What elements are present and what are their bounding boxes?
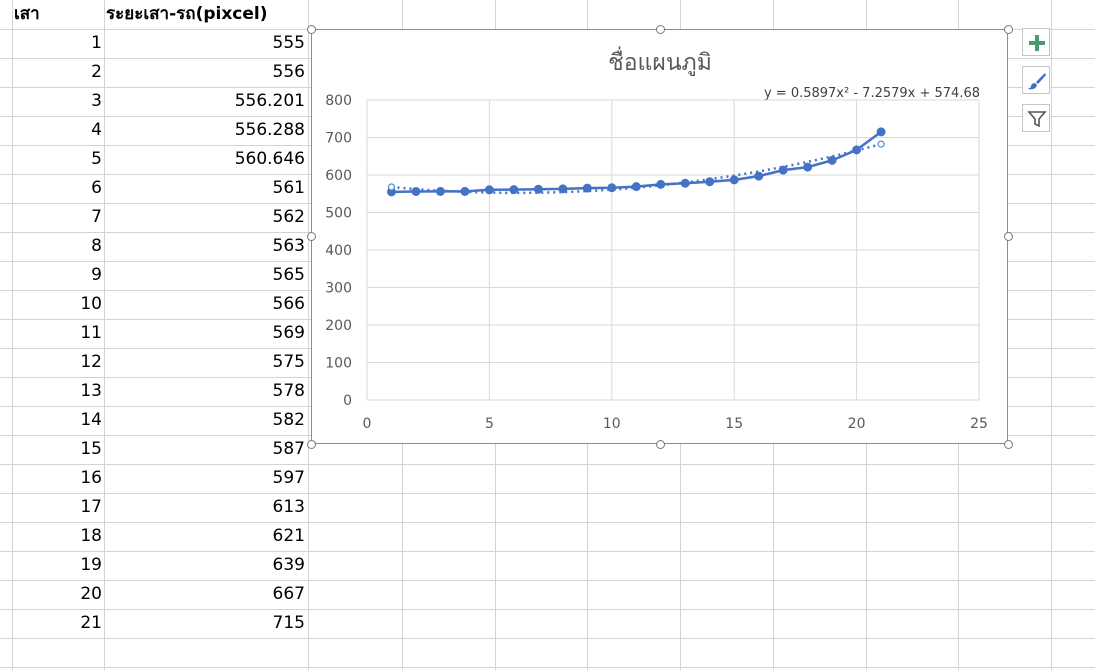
- cell-b[interactable]: 575: [272, 352, 305, 372]
- cell-a[interactable]: 15: [80, 439, 102, 459]
- data-point[interactable]: [827, 155, 837, 165]
- cell-a[interactable]: 2: [91, 62, 102, 82]
- data-point[interactable]: [729, 175, 739, 185]
- data-point[interactable]: [607, 183, 617, 193]
- data-point[interactable]: [411, 187, 421, 196]
- cell-b[interactable]: 569: [272, 323, 305, 343]
- data-point[interactable]: [533, 184, 543, 194]
- cell-a[interactable]: 20: [80, 584, 102, 604]
- x-tick-label: 10: [603, 416, 621, 432]
- trendline-end-marker[interactable]: [877, 140, 885, 148]
- filter-icon: [1027, 111, 1047, 128]
- data-point[interactable]: [680, 178, 690, 188]
- cell-a[interactable]: 6: [91, 178, 102, 198]
- data-point[interactable]: [656, 179, 666, 189]
- data-point[interactable]: [631, 182, 641, 192]
- resize-handle-top-right[interactable]: [1004, 25, 1013, 34]
- cell-a[interactable]: 11: [80, 323, 102, 343]
- data-point[interactable]: [435, 186, 445, 196]
- cell-b[interactable]: 587: [272, 439, 305, 459]
- cell-b[interactable]: 565: [272, 265, 305, 285]
- y-tick-label: 200: [325, 318, 352, 334]
- data-point[interactable]: [509, 185, 519, 195]
- resize-handle-top[interactable]: [656, 25, 665, 34]
- cell-b[interactable]: 563: [272, 236, 305, 256]
- data-point[interactable]: [778, 165, 788, 175]
- cell-a[interactable]: 16: [80, 468, 102, 488]
- cell-b[interactable]: 578: [272, 381, 305, 401]
- brush-icon: [1028, 73, 1046, 90]
- cell-b[interactable]: 639: [272, 555, 305, 575]
- cell-b[interactable]: 555: [272, 33, 305, 53]
- data-point[interactable]: [852, 145, 862, 155]
- cell-a[interactable]: 4: [91, 120, 102, 140]
- cell-a[interactable]: 10: [80, 294, 102, 314]
- header-cell-a[interactable]: เสา: [14, 4, 40, 24]
- cell-a[interactable]: 12: [80, 352, 102, 372]
- cell-b[interactable]: 556.288: [234, 120, 305, 140]
- x-tick-label: 20: [848, 416, 866, 432]
- x-tick-label: 25: [970, 416, 988, 432]
- cell-b[interactable]: 613: [272, 497, 305, 517]
- resize-handle-bottom-left[interactable]: [307, 440, 316, 449]
- cell-b[interactable]: 621: [272, 526, 305, 546]
- trendline-label[interactable]: y = 0.5897x² - 7.2579x + 574.68: [764, 86, 980, 101]
- x-tick-label: 15: [725, 416, 743, 432]
- cell-b[interactable]: 566: [272, 294, 305, 314]
- trendline-end-marker[interactable]: [387, 183, 396, 191]
- y-tick-label: 300: [325, 281, 352, 297]
- cell-b[interactable]: 556.201: [234, 91, 305, 111]
- resize-handle-right[interactable]: [1004, 232, 1013, 241]
- resize-handle-top-left[interactable]: [307, 25, 316, 34]
- cell-b[interactable]: 582: [272, 410, 305, 430]
- cell-a[interactable]: 14: [80, 410, 102, 430]
- cell-a[interactable]: 8: [91, 236, 102, 256]
- cell-b[interactable]: 597: [272, 468, 305, 488]
- chart-area[interactable]: ชื่อแผนภูมิ y = 0.5897x² - 7.2579x + 574…: [311, 29, 1008, 444]
- cell-a[interactable]: 7: [91, 207, 102, 227]
- cell-b[interactable]: 556: [272, 62, 305, 82]
- cell-a[interactable]: 3: [91, 91, 102, 111]
- data-point[interactable]: [705, 177, 715, 187]
- resize-handle-left[interactable]: [307, 232, 316, 241]
- cell-b[interactable]: 562: [272, 207, 305, 227]
- y-tick-label: 500: [325, 206, 352, 222]
- y-tick-label: 800: [325, 93, 352, 109]
- chart-styles-button[interactable]: [1022, 66, 1050, 94]
- y-tick-label: 100: [325, 356, 352, 372]
- chart-filters-button[interactable]: [1022, 104, 1050, 132]
- header-cell-b[interactable]: ระยะเสา-รถ(pixcel): [106, 4, 268, 24]
- chart-elements-button[interactable]: [1022, 28, 1050, 56]
- cell-a[interactable]: 17: [80, 497, 102, 517]
- cell-a[interactable]: 13: [80, 381, 102, 401]
- cell-b[interactable]: 667: [272, 584, 305, 604]
- cell-b[interactable]: 560.646: [234, 149, 305, 169]
- cell-a[interactable]: 1: [91, 33, 102, 53]
- data-point[interactable]: [460, 186, 470, 196]
- data-point[interactable]: [558, 184, 568, 194]
- data-point[interactable]: [582, 183, 592, 193]
- cell-a[interactable]: 19: [80, 555, 102, 575]
- chart-title[interactable]: ชื่อแผนภูมิ: [608, 46, 712, 76]
- cell-a[interactable]: 5: [91, 149, 102, 169]
- y-tick-label: 700: [325, 131, 352, 147]
- data-point[interactable]: [754, 171, 764, 181]
- cell-b[interactable]: 715: [272, 613, 305, 633]
- cell-a[interactable]: 9: [91, 265, 102, 285]
- cell-a[interactable]: 21: [80, 613, 102, 633]
- resize-handle-bottom[interactable]: [656, 440, 665, 449]
- y-tick-label: 400: [325, 243, 352, 259]
- data-point[interactable]: [876, 127, 886, 137]
- x-tick-label: 5: [485, 416, 494, 432]
- y-tick-label: 0: [343, 393, 352, 409]
- chart-svg: ชื่อแผนภูมิ y = 0.5897x² - 7.2579x + 574…: [325, 46, 988, 432]
- data-point[interactable]: [803, 162, 813, 172]
- cell-a[interactable]: 18: [80, 526, 102, 546]
- plus-icon: [1029, 35, 1045, 51]
- data-point[interactable]: [484, 185, 494, 195]
- x-tick-label: 0: [363, 416, 372, 432]
- cell-b[interactable]: 561: [272, 178, 305, 198]
- resize-handle-bottom-right[interactable]: [1004, 440, 1013, 449]
- y-tick-label: 600: [325, 168, 352, 184]
